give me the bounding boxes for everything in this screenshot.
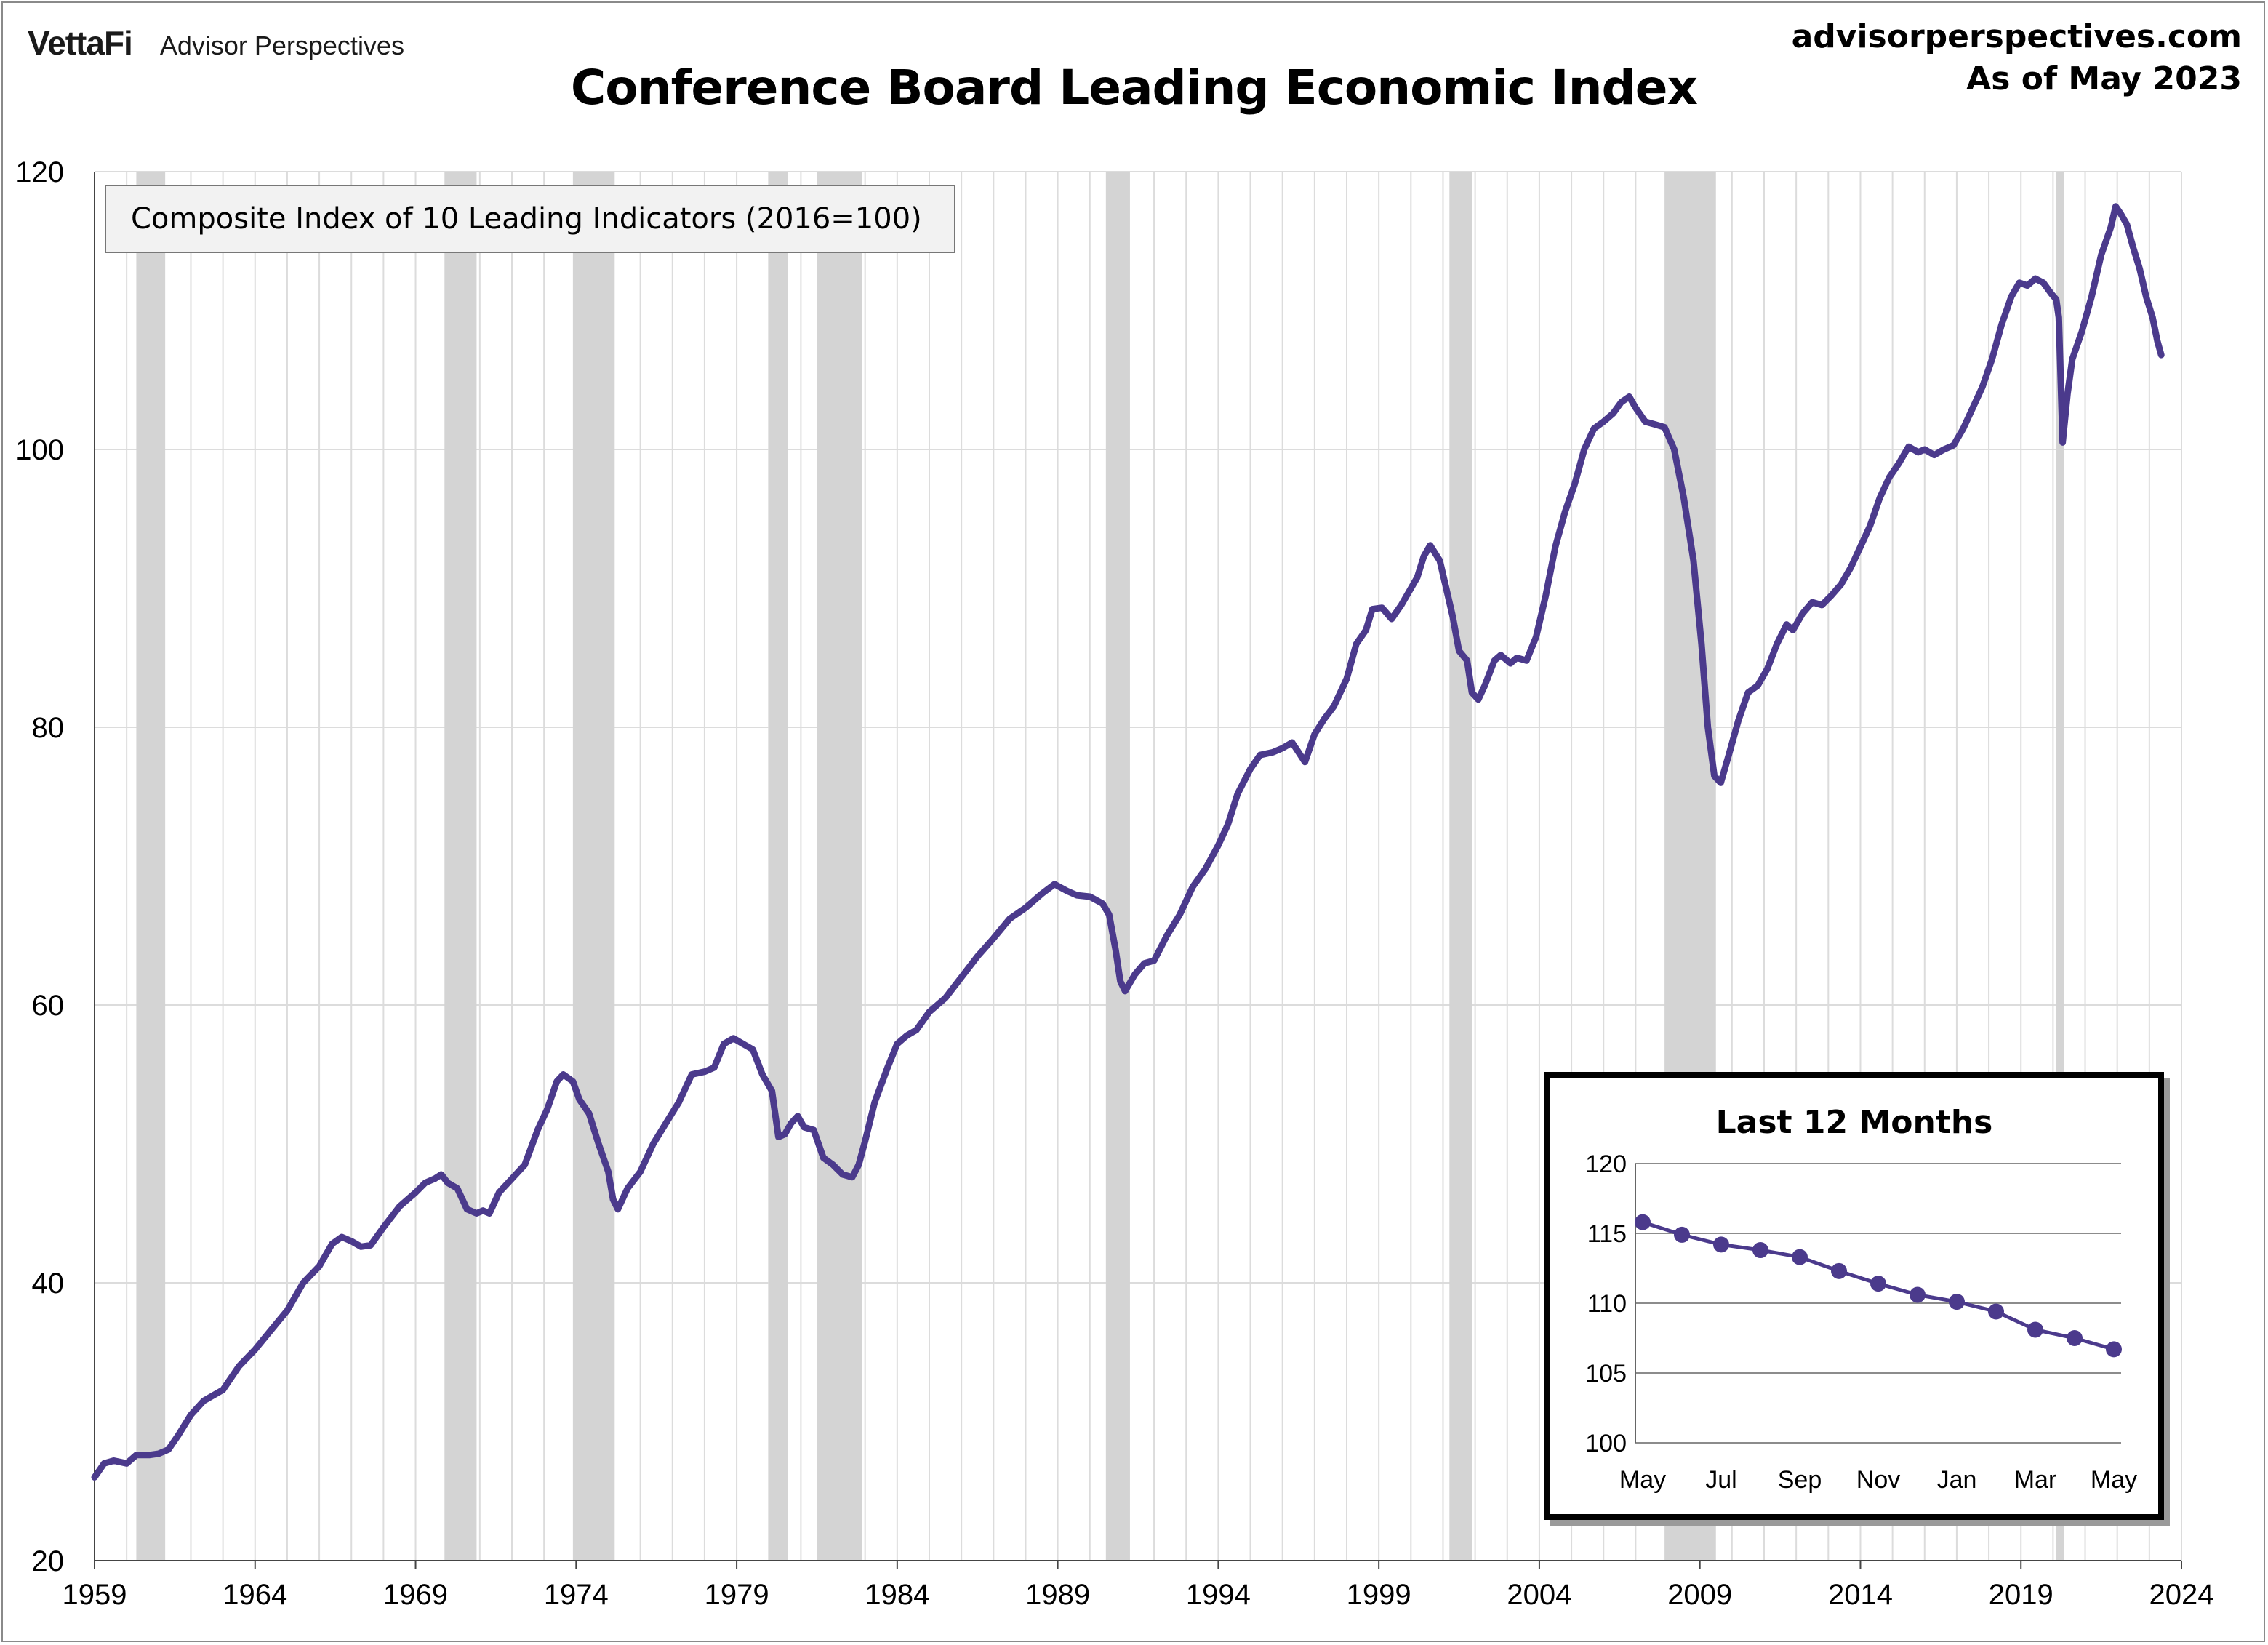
inset-x-tick-label: Jan <box>1937 1466 1977 1494</box>
recession-band <box>817 172 862 1561</box>
y-tick-label: 40 <box>32 1268 65 1300</box>
recession-band <box>136 172 166 1561</box>
inset-chart: 100 105 110 115 120 May Jul Sep Nov Jan Mar May <box>1585 1150 2137 1494</box>
x-tick-label: 1969 <box>383 1579 448 1611</box>
inset-data-point <box>1870 1276 1886 1292</box>
recession-band <box>444 172 477 1561</box>
inset-x-tick-label: Jul <box>1705 1466 1736 1494</box>
recession-band <box>2056 172 2064 1561</box>
inset-data-point <box>2106 1341 2122 1358</box>
y-tick-label: 120 <box>15 156 64 188</box>
vettafi-logo: VettaFi <box>28 24 133 62</box>
x-tick-label: 2004 <box>1507 1579 1571 1611</box>
chart-title: Conference Board Leading Economic Index <box>570 60 1698 116</box>
inset-data-point <box>2067 1330 2083 1346</box>
inset-data-point <box>1635 1214 1651 1230</box>
legend-label: Composite Index of 10 Leading Indicators… <box>131 202 922 236</box>
inset-x-tick-label: Nov <box>1856 1466 1900 1494</box>
as-of-date: As of May 2023 <box>1966 60 2242 97</box>
x-tick-label: 2014 <box>1828 1579 1893 1611</box>
x-tick-label: 1964 <box>223 1579 287 1611</box>
recession-band <box>769 172 788 1561</box>
brand: VettaFi Advisor Perspectives <box>28 23 404 67</box>
inset-y-tick-label: 100 <box>1585 1430 1627 1457</box>
inset-data-point <box>1949 1294 1965 1310</box>
brand-name: Advisor Perspectives <box>159 31 404 60</box>
x-tick-label: 1979 <box>705 1579 769 1611</box>
inset-title: Last 12 Months <box>1715 1104 1993 1141</box>
recession-band <box>1105 172 1130 1561</box>
inset-y-tick-label: 120 <box>1585 1150 1627 1178</box>
inset-data-point <box>1792 1249 1808 1265</box>
inset-x-tick-label: May <box>1619 1466 1666 1494</box>
inset-data-point <box>1674 1226 1690 1243</box>
inset-x-tick-label: May <box>2091 1466 2137 1494</box>
recession-band <box>1449 172 1472 1561</box>
y-tick-label: 80 <box>32 712 65 744</box>
x-tick-label: 1999 <box>1347 1579 1411 1611</box>
inset-data-point <box>1752 1242 1768 1259</box>
site-info: advisorperspectives.com As of May 2023 <box>1792 16 2242 100</box>
inset-y-tick-label: 115 <box>1587 1220 1627 1248</box>
inset-data-point <box>2027 1321 2043 1338</box>
series-line <box>91 203 2165 1481</box>
x-tick-label: 1984 <box>865 1579 929 1611</box>
inset-x-tick-label: Sep <box>1778 1466 1822 1494</box>
x-tick-label: 1994 <box>1186 1579 1251 1611</box>
legend: Composite Index of 10 Leading Indicators… <box>105 185 955 253</box>
x-tick-label: 1989 <box>1025 1579 1090 1611</box>
inset-y-tick-label: 105 <box>1585 1360 1627 1388</box>
x-tick-label: 2019 <box>1989 1579 2053 1611</box>
inset-data-point <box>1910 1286 1926 1303</box>
x-tick-label: 1974 <box>544 1579 609 1611</box>
x-tick-label: 2024 <box>2149 1579 2214 1611</box>
inset-x-tick-label: Mar <box>2014 1466 2057 1494</box>
inset-y-tick-label: 110 <box>1587 1290 1627 1318</box>
x-tick-label: 1959 <box>63 1579 127 1611</box>
inset-panel: Last 12 Months 100 105 110 115 120 May Jul Sep N… <box>1544 1072 2164 1520</box>
y-tick-label: 20 <box>32 1545 65 1577</box>
recession-band <box>572 172 615 1561</box>
inset-data-point <box>1713 1236 1729 1253</box>
site-url: advisorperspectives.com <box>1791 18 2242 55</box>
x-tick-label: 2009 <box>1667 1579 1732 1611</box>
inset-data-point <box>1988 1303 2004 1320</box>
y-tick-label: 60 <box>32 990 65 1022</box>
y-tick-label: 100 <box>15 434 64 466</box>
inset-data-point <box>1831 1262 1847 1279</box>
